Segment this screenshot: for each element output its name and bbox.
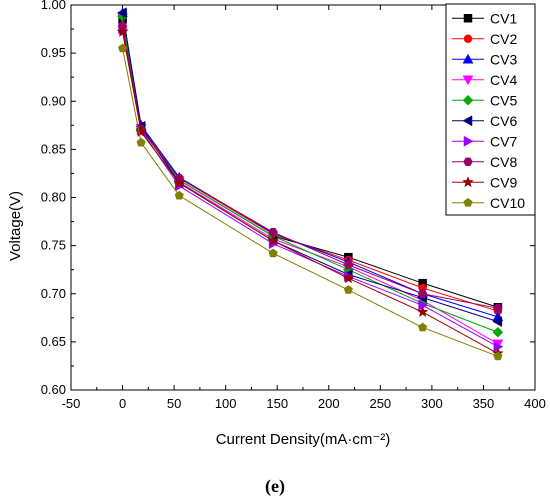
legend-label: CV9 xyxy=(490,174,517,190)
legend-label: CV7 xyxy=(490,133,517,149)
x-axis-title: Current Density(mA·cm⁻²) xyxy=(216,431,391,448)
x-tick-label: 400 xyxy=(524,396,546,411)
data-point xyxy=(116,25,129,37)
legend-marker xyxy=(463,135,474,147)
y-tick-label: 0.70 xyxy=(41,286,66,301)
data-point xyxy=(136,137,146,147)
data-point xyxy=(117,43,128,53)
x-tick-label: 200 xyxy=(318,396,340,411)
legend: CV1 CV2 CV3 CV4 CV5 CV6 CV7 CV8 CV9 CV10 xyxy=(445,3,536,216)
legend-marker xyxy=(462,176,474,188)
legend-label: CV6 xyxy=(490,113,517,129)
data-point xyxy=(343,285,353,294)
data-point xyxy=(493,304,503,313)
y-tick-label: 0.80 xyxy=(41,190,66,205)
series-cv3 xyxy=(117,7,504,322)
series-line xyxy=(122,14,499,312)
y-axis-title: Voltage(V) xyxy=(7,191,24,261)
legend-label: CV4 xyxy=(490,72,517,88)
series-line xyxy=(122,12,499,323)
series-line xyxy=(122,26,498,309)
data-point xyxy=(492,316,503,328)
legend-item: CV9 xyxy=(452,174,517,190)
legend-marker xyxy=(462,115,473,127)
data-point xyxy=(135,125,148,138)
x-tick-label: -50 xyxy=(62,396,81,411)
x-tick-label: 100 xyxy=(215,396,237,411)
series-line xyxy=(122,19,499,308)
y-tick-label: 0.65 xyxy=(41,334,66,349)
legend-item: CV10 xyxy=(452,195,525,211)
legend-marker xyxy=(462,75,474,86)
series-cv2 xyxy=(118,10,503,316)
series-cv10 xyxy=(117,43,503,361)
series-cv6 xyxy=(117,7,503,328)
x-tick-label: 0 xyxy=(119,396,126,411)
series-cv5 xyxy=(117,11,504,338)
legend-item: CV5 xyxy=(452,92,517,108)
legend-item: CV7 xyxy=(452,133,517,149)
data-point xyxy=(268,228,278,237)
legend-label: CV8 xyxy=(490,154,517,170)
x-tick-label: 50 xyxy=(167,396,181,411)
legend-label: CV5 xyxy=(490,92,517,108)
y-tick-label: 0.75 xyxy=(41,238,66,253)
legend-marker xyxy=(463,34,473,43)
legend-item: CV3 xyxy=(452,51,517,67)
y-tick-label: 0.90 xyxy=(41,93,66,108)
legend-marker xyxy=(462,53,474,64)
legend-marker xyxy=(463,14,473,23)
data-point xyxy=(492,326,504,338)
legend-marker xyxy=(463,197,473,207)
x-tick-label: 350 xyxy=(473,396,495,411)
series-line xyxy=(122,48,499,357)
legend-item: CV4 xyxy=(452,72,517,88)
data-point xyxy=(343,260,354,270)
data-point xyxy=(174,190,184,200)
legend-item: CV1 xyxy=(452,10,517,26)
series-cv8 xyxy=(117,22,503,313)
legend-item: CV8 xyxy=(452,154,517,170)
legend-item: CV2 xyxy=(452,31,517,47)
series-layer xyxy=(116,7,504,361)
axes: -50 0 50 100 150 200 250 300 350 400 0.60 0.65 0.70 0… xyxy=(41,0,546,411)
legend-label: CV2 xyxy=(490,31,517,47)
y-tick-label: 0.95 xyxy=(41,45,66,60)
data-point xyxy=(267,234,280,246)
legend-marker xyxy=(462,94,474,106)
data-point xyxy=(416,305,429,318)
legend-label: CV3 xyxy=(490,51,517,67)
legend-label: CV10 xyxy=(490,195,525,211)
y-tick-label: 0.60 xyxy=(41,382,66,397)
legend-label: CV1 xyxy=(490,10,517,26)
series-cv7 xyxy=(118,23,504,353)
data-point xyxy=(268,248,278,258)
data-point xyxy=(418,322,428,332)
series-cv9 xyxy=(116,25,504,359)
x-tick-label: 150 xyxy=(266,396,288,411)
data-point xyxy=(493,351,503,361)
data-point xyxy=(417,289,428,298)
series-cv1 xyxy=(118,15,503,312)
panel-label: (e) xyxy=(265,476,285,497)
data-point xyxy=(117,7,127,19)
data-point xyxy=(173,176,186,189)
data-point xyxy=(342,272,355,284)
x-tick-label: 250 xyxy=(369,396,391,411)
y-tick-label: 1.00 xyxy=(41,0,66,12)
legend-item: CV6 xyxy=(452,113,517,129)
y-tick-label: 0.85 xyxy=(41,141,66,156)
x-tick-label: 300 xyxy=(421,396,443,411)
legend-marker xyxy=(463,157,473,166)
